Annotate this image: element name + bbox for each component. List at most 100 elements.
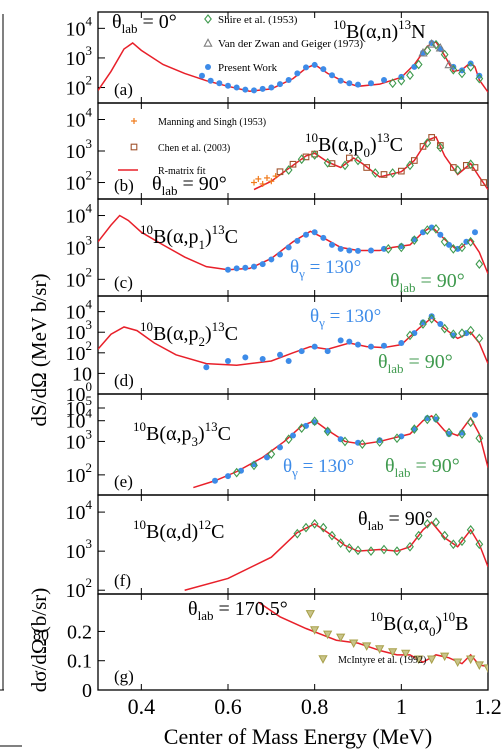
data-point xyxy=(212,477,218,484)
data-point xyxy=(354,545,362,556)
data-point xyxy=(199,72,205,79)
data-point xyxy=(305,610,315,619)
data-point xyxy=(250,460,258,471)
y-tick-label: 104 xyxy=(66,104,93,131)
data-point xyxy=(420,229,426,236)
data-point xyxy=(449,329,458,340)
y-axis-label-bottom: dσ/dΩ (b/sr) xyxy=(27,588,51,693)
panel-label-a: (a) xyxy=(114,80,133,99)
data-point xyxy=(251,263,257,270)
data-point xyxy=(411,63,418,70)
data-point xyxy=(303,422,309,429)
data-point xyxy=(388,648,398,657)
legend-label: Present Work xyxy=(218,62,278,74)
data-point xyxy=(423,45,432,56)
data-point xyxy=(310,518,319,529)
reaction-label: 10B(α,p0)13C xyxy=(305,130,403,160)
series-present-work xyxy=(199,39,483,94)
data-point xyxy=(453,165,462,175)
data-point xyxy=(268,256,275,263)
data-point xyxy=(432,224,440,234)
r-matrix-curve xyxy=(98,214,488,274)
data-point xyxy=(310,150,319,160)
data-point xyxy=(259,85,266,92)
panel-c: 104 103 102 (c) 10B(α,p1)13C θlab = 90° θγ = 1… xyxy=(66,198,489,297)
panel-label-f: (f) xyxy=(114,571,131,590)
data-point xyxy=(232,467,241,478)
panel-label-c: (c) xyxy=(114,273,133,292)
y-tick-label: 0 xyxy=(82,680,92,702)
y-tick-label: 100 xyxy=(66,379,93,406)
y-tick-label: 104 xyxy=(66,497,93,524)
data-point xyxy=(302,522,310,533)
data-point xyxy=(449,244,458,254)
data-point xyxy=(259,356,266,363)
panel-label-b: (b) xyxy=(114,176,134,195)
data-point xyxy=(418,47,428,57)
angle-label: θlab = 90° xyxy=(378,351,453,376)
data-point xyxy=(458,429,466,439)
data-point xyxy=(324,348,331,355)
data-point xyxy=(401,649,411,659)
series-shire-et-al-1953- xyxy=(232,413,484,478)
data-point xyxy=(427,655,437,665)
data-point xyxy=(375,437,384,447)
data-point xyxy=(406,160,414,171)
data-point xyxy=(449,539,458,550)
series-shire-et-al-1953- xyxy=(406,313,484,344)
y-tick-label: 105 xyxy=(66,393,93,420)
data-point xyxy=(368,80,374,87)
data-point xyxy=(264,174,270,181)
data-point xyxy=(255,175,262,182)
data-point xyxy=(475,73,484,84)
legend-marker xyxy=(205,64,211,70)
series-van-der-zwan-and-geiger-1973- xyxy=(418,38,454,69)
data-point xyxy=(466,236,475,247)
data-point xyxy=(358,439,367,449)
legend-marker xyxy=(318,655,328,664)
angle-label: θlab = 0° xyxy=(112,11,177,36)
data-point xyxy=(337,436,344,443)
x-tick-label: 1 xyxy=(396,694,407,719)
panel-frame-g xyxy=(97,593,489,691)
data-point xyxy=(437,231,444,238)
gamma-angle-label: θγ = 130° xyxy=(310,306,381,330)
data-point xyxy=(423,138,432,148)
data-point xyxy=(225,266,231,273)
y-tick-label: 102 xyxy=(66,73,93,100)
data-point xyxy=(427,313,436,324)
data-point xyxy=(381,342,387,349)
data-point xyxy=(375,645,385,654)
data-point xyxy=(466,655,476,665)
data-point xyxy=(284,165,293,175)
data-point xyxy=(277,81,283,88)
reaction-label: 10B(α,p2)13C xyxy=(140,319,238,349)
data-point xyxy=(466,61,475,72)
data-point xyxy=(410,157,418,164)
data-point xyxy=(290,432,296,439)
angle-label: θlab = 90° xyxy=(358,508,433,533)
data-point xyxy=(363,164,371,171)
reaction-label: 10B(α,n)13N xyxy=(333,17,426,43)
data-point xyxy=(337,245,344,252)
data-point xyxy=(336,633,346,643)
y-tick-label: 102 xyxy=(66,168,93,195)
data-point xyxy=(277,251,283,258)
data-point xyxy=(388,78,397,89)
data-point xyxy=(268,178,275,185)
data-point xyxy=(311,61,318,68)
data-point xyxy=(323,630,333,640)
data-point xyxy=(475,259,484,269)
data-point xyxy=(267,449,276,460)
data-point xyxy=(349,639,359,648)
data-point xyxy=(444,59,454,69)
panel-a: 104 103 102 (a) 10B(α,n)13N θlab = 0° Shire et… xyxy=(66,11,489,104)
data-point xyxy=(355,81,361,88)
y-tick-label: 104 xyxy=(66,406,93,433)
data-point xyxy=(440,49,449,60)
y-tick-label: 103 xyxy=(66,232,93,259)
data-point xyxy=(259,261,266,268)
data-point xyxy=(453,658,463,668)
